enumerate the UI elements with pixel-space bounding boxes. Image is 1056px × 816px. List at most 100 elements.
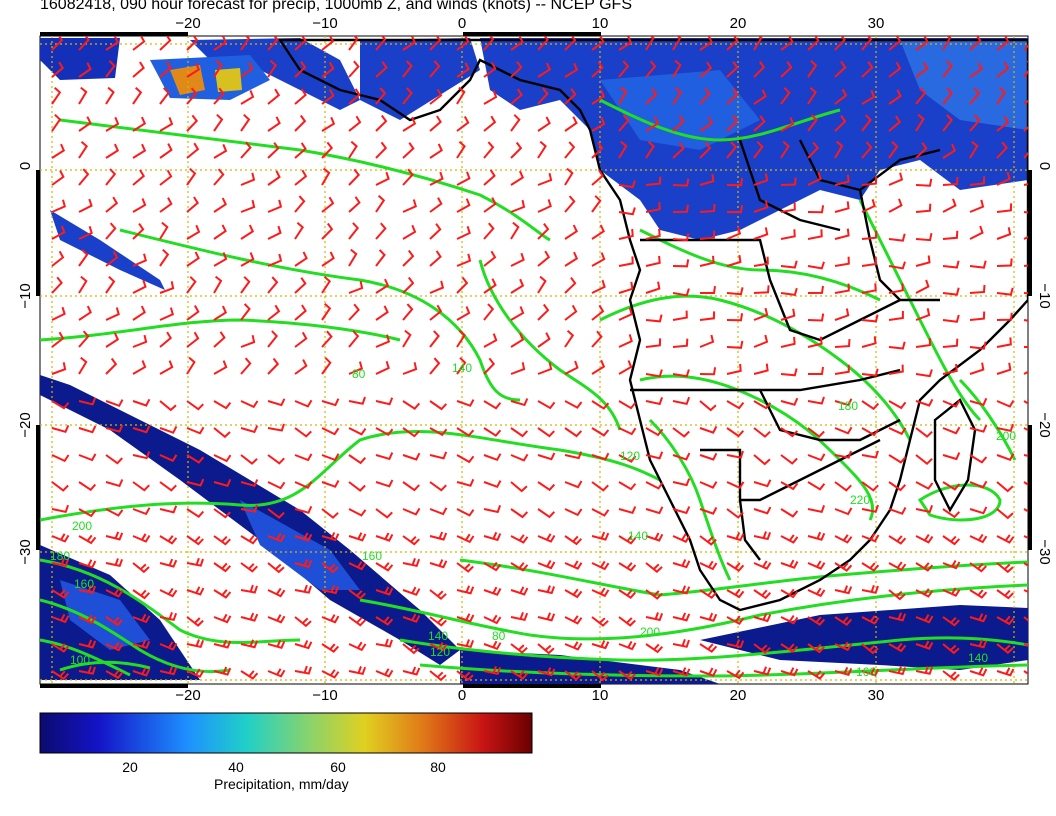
wind-barb xyxy=(808,366,824,375)
wind-barb xyxy=(700,285,716,294)
wind-barb xyxy=(672,259,690,268)
wind-barb xyxy=(483,36,495,51)
wind-barb xyxy=(834,308,850,321)
wind-barb xyxy=(888,642,907,653)
wind-barb xyxy=(807,229,823,240)
lon-axis-bottom: −20 −10 0 10 20 30 xyxy=(175,687,884,704)
wind-barb xyxy=(294,427,312,438)
wind-barb xyxy=(645,562,663,574)
wind-barb xyxy=(456,427,475,437)
wind-barb xyxy=(915,279,930,294)
wind-barb xyxy=(159,36,172,51)
wind-barb xyxy=(240,334,256,348)
wind-barb xyxy=(1023,481,1028,486)
wind-barb xyxy=(915,87,927,105)
wind-barb xyxy=(969,225,984,240)
wind-barb xyxy=(510,141,523,159)
wind-barb xyxy=(321,398,340,407)
wind-barb xyxy=(942,114,954,132)
wind-barb xyxy=(591,89,606,105)
wind-barb xyxy=(537,643,555,655)
wind-barb xyxy=(294,142,307,159)
contour-label: 200 xyxy=(640,625,660,639)
wind-barb xyxy=(78,249,89,267)
wind-barb xyxy=(618,360,633,375)
wind-barb xyxy=(267,170,281,186)
wind-barb xyxy=(456,585,475,595)
wind-barb xyxy=(483,427,502,437)
wind-barb xyxy=(807,453,826,462)
wind-barb xyxy=(240,303,251,321)
wind-barb xyxy=(51,306,66,321)
wind-barb xyxy=(186,356,196,375)
wind-barb xyxy=(321,36,335,51)
wind-barb xyxy=(159,425,178,434)
wind-barb xyxy=(348,508,367,517)
wind-barb xyxy=(510,586,529,596)
wind-barb xyxy=(672,178,690,187)
wind-barb xyxy=(321,196,335,213)
wind-barb xyxy=(996,399,1015,408)
wind-barb xyxy=(483,115,497,132)
wind-barb xyxy=(537,332,551,348)
wind-barb xyxy=(861,400,880,411)
wind-barb xyxy=(834,534,853,544)
wind-barb xyxy=(672,338,689,348)
wind-barb xyxy=(510,508,529,519)
contour-label: 180 xyxy=(838,399,858,413)
wind-barb xyxy=(780,615,799,625)
contour-line xyxy=(958,378,1017,461)
wind-barb xyxy=(51,533,70,543)
wind-barb xyxy=(429,400,448,411)
wind-barb xyxy=(537,612,556,622)
wind-barb xyxy=(780,534,799,544)
lat-axis-left: 0 −10 −20 −30 xyxy=(17,162,34,565)
wind-barb xyxy=(915,454,933,466)
wind-barb xyxy=(348,560,367,571)
wind-barb xyxy=(348,589,366,600)
wind-barb xyxy=(132,667,151,677)
wind-barb xyxy=(915,640,934,650)
wind-barb xyxy=(915,232,933,242)
wind-barb xyxy=(321,89,335,105)
contour-label: 160 xyxy=(856,665,876,679)
wind-barb xyxy=(618,400,637,410)
wind-barb xyxy=(348,396,366,405)
wind-barb xyxy=(213,224,227,240)
wind-barb xyxy=(213,331,226,348)
colorbar-tick-label: 40 xyxy=(228,759,244,775)
wind-barb xyxy=(321,427,340,436)
wind-barb xyxy=(267,276,279,294)
wind-barb xyxy=(159,558,178,568)
wind-barb xyxy=(456,639,475,649)
wind-barb xyxy=(645,451,664,460)
lon-tick-label: 20 xyxy=(730,15,747,32)
contour-line xyxy=(599,98,841,142)
wind-barb xyxy=(645,338,662,348)
wind-barb xyxy=(915,308,931,321)
wind-barb xyxy=(240,224,255,240)
wind-barb xyxy=(456,62,470,78)
wind-barb xyxy=(213,454,232,463)
colorbar-tick-label: 80 xyxy=(430,759,446,775)
wind-barb xyxy=(672,36,682,51)
wind-barb xyxy=(510,221,520,240)
wind-barb xyxy=(888,535,907,545)
wind-barb xyxy=(807,59,818,78)
wind-barb xyxy=(834,88,848,105)
wind-barb xyxy=(591,670,609,682)
wind-barb xyxy=(483,640,502,651)
wind-barb xyxy=(537,250,551,267)
wind-barb xyxy=(591,508,610,517)
wind-barb xyxy=(915,505,934,514)
wind-barb xyxy=(780,229,796,240)
wind-barb xyxy=(348,222,360,240)
wind-barb xyxy=(969,480,988,489)
wind-barb xyxy=(348,666,367,675)
wind-barb xyxy=(510,252,525,267)
wind-barb xyxy=(888,233,906,242)
contour-label: 160 xyxy=(362,549,382,563)
wind-barb xyxy=(780,87,791,105)
wind-barb xyxy=(159,117,174,132)
wind-barb xyxy=(915,398,934,407)
